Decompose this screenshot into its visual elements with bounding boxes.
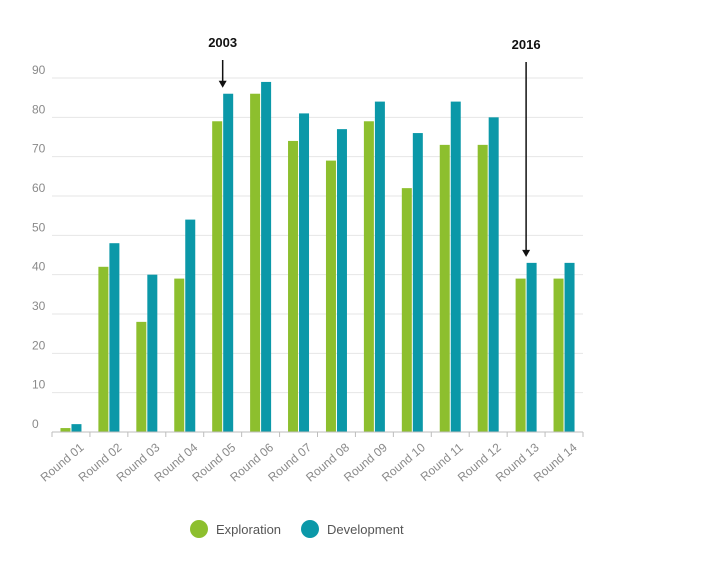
bars — [60, 81, 575, 433]
bar-exploration — [401, 188, 412, 432]
bar-development — [147, 274, 158, 432]
bar-exploration — [553, 278, 564, 432]
bar-development — [299, 113, 310, 433]
y-tick-label: 20 — [32, 338, 46, 352]
y-tick-label: 0 — [32, 417, 39, 431]
bar-development — [488, 117, 499, 432]
y-tick-label: 30 — [32, 299, 46, 313]
bar-exploration — [136, 321, 147, 432]
legend: Exploration Development — [190, 520, 424, 538]
bar-development — [261, 81, 272, 432]
bar-exploration — [477, 144, 488, 432]
bar-development — [109, 243, 120, 432]
legend-swatch-development — [301, 520, 320, 538]
legend-label-development: Development — [327, 521, 404, 537]
bar-exploration — [250, 93, 261, 432]
bar-exploration — [515, 278, 526, 432]
bar-exploration — [174, 278, 185, 432]
bar-exploration — [98, 266, 109, 432]
annotation-arrow-head — [218, 80, 227, 88]
legend-item-exploration[interactable]: Exploration — [190, 520, 281, 538]
x-tick-label: Round 14 — [531, 440, 580, 484]
annotations: 2003 2016 — [208, 35, 541, 257]
annotation-arrow-head — [522, 249, 531, 257]
gridlines — [52, 77, 583, 433]
bar-development — [71, 424, 82, 432]
y-tick-label: 60 — [32, 181, 46, 195]
bar-development — [185, 219, 196, 432]
y-tick-label: 40 — [32, 260, 46, 274]
bar-development — [336, 129, 347, 432]
y-tick-label: 80 — [32, 102, 46, 116]
legend-swatch-exploration — [190, 520, 208, 538]
legend-item-development[interactable]: Development — [301, 520, 404, 538]
bar-exploration — [212, 121, 223, 433]
bar-exploration — [288, 140, 299, 432]
bar-development — [223, 93, 234, 432]
legend-label-exploration: Exploration — [216, 521, 282, 537]
bar-exploration — [363, 121, 374, 433]
bar-development — [412, 133, 423, 433]
annotation-label: 2003 — [208, 35, 237, 50]
y-tick-label: 10 — [32, 378, 46, 392]
bar-development — [374, 101, 385, 432]
y-tick-label: 90 — [32, 63, 46, 77]
y-tick-label: 50 — [32, 220, 46, 234]
bar-exploration — [439, 144, 450, 432]
bar-exploration — [325, 160, 336, 432]
bar-development — [450, 101, 461, 432]
y-tick-label: 70 — [32, 142, 46, 156]
bar-development — [526, 262, 537, 432]
y-axis-ticks: 0 10 20 30 40 50 60 70 80 90 — [32, 63, 46, 431]
annotation-label: 2016 — [512, 37, 541, 52]
bar-development — [564, 262, 575, 432]
bar-exploration — [60, 428, 71, 432]
